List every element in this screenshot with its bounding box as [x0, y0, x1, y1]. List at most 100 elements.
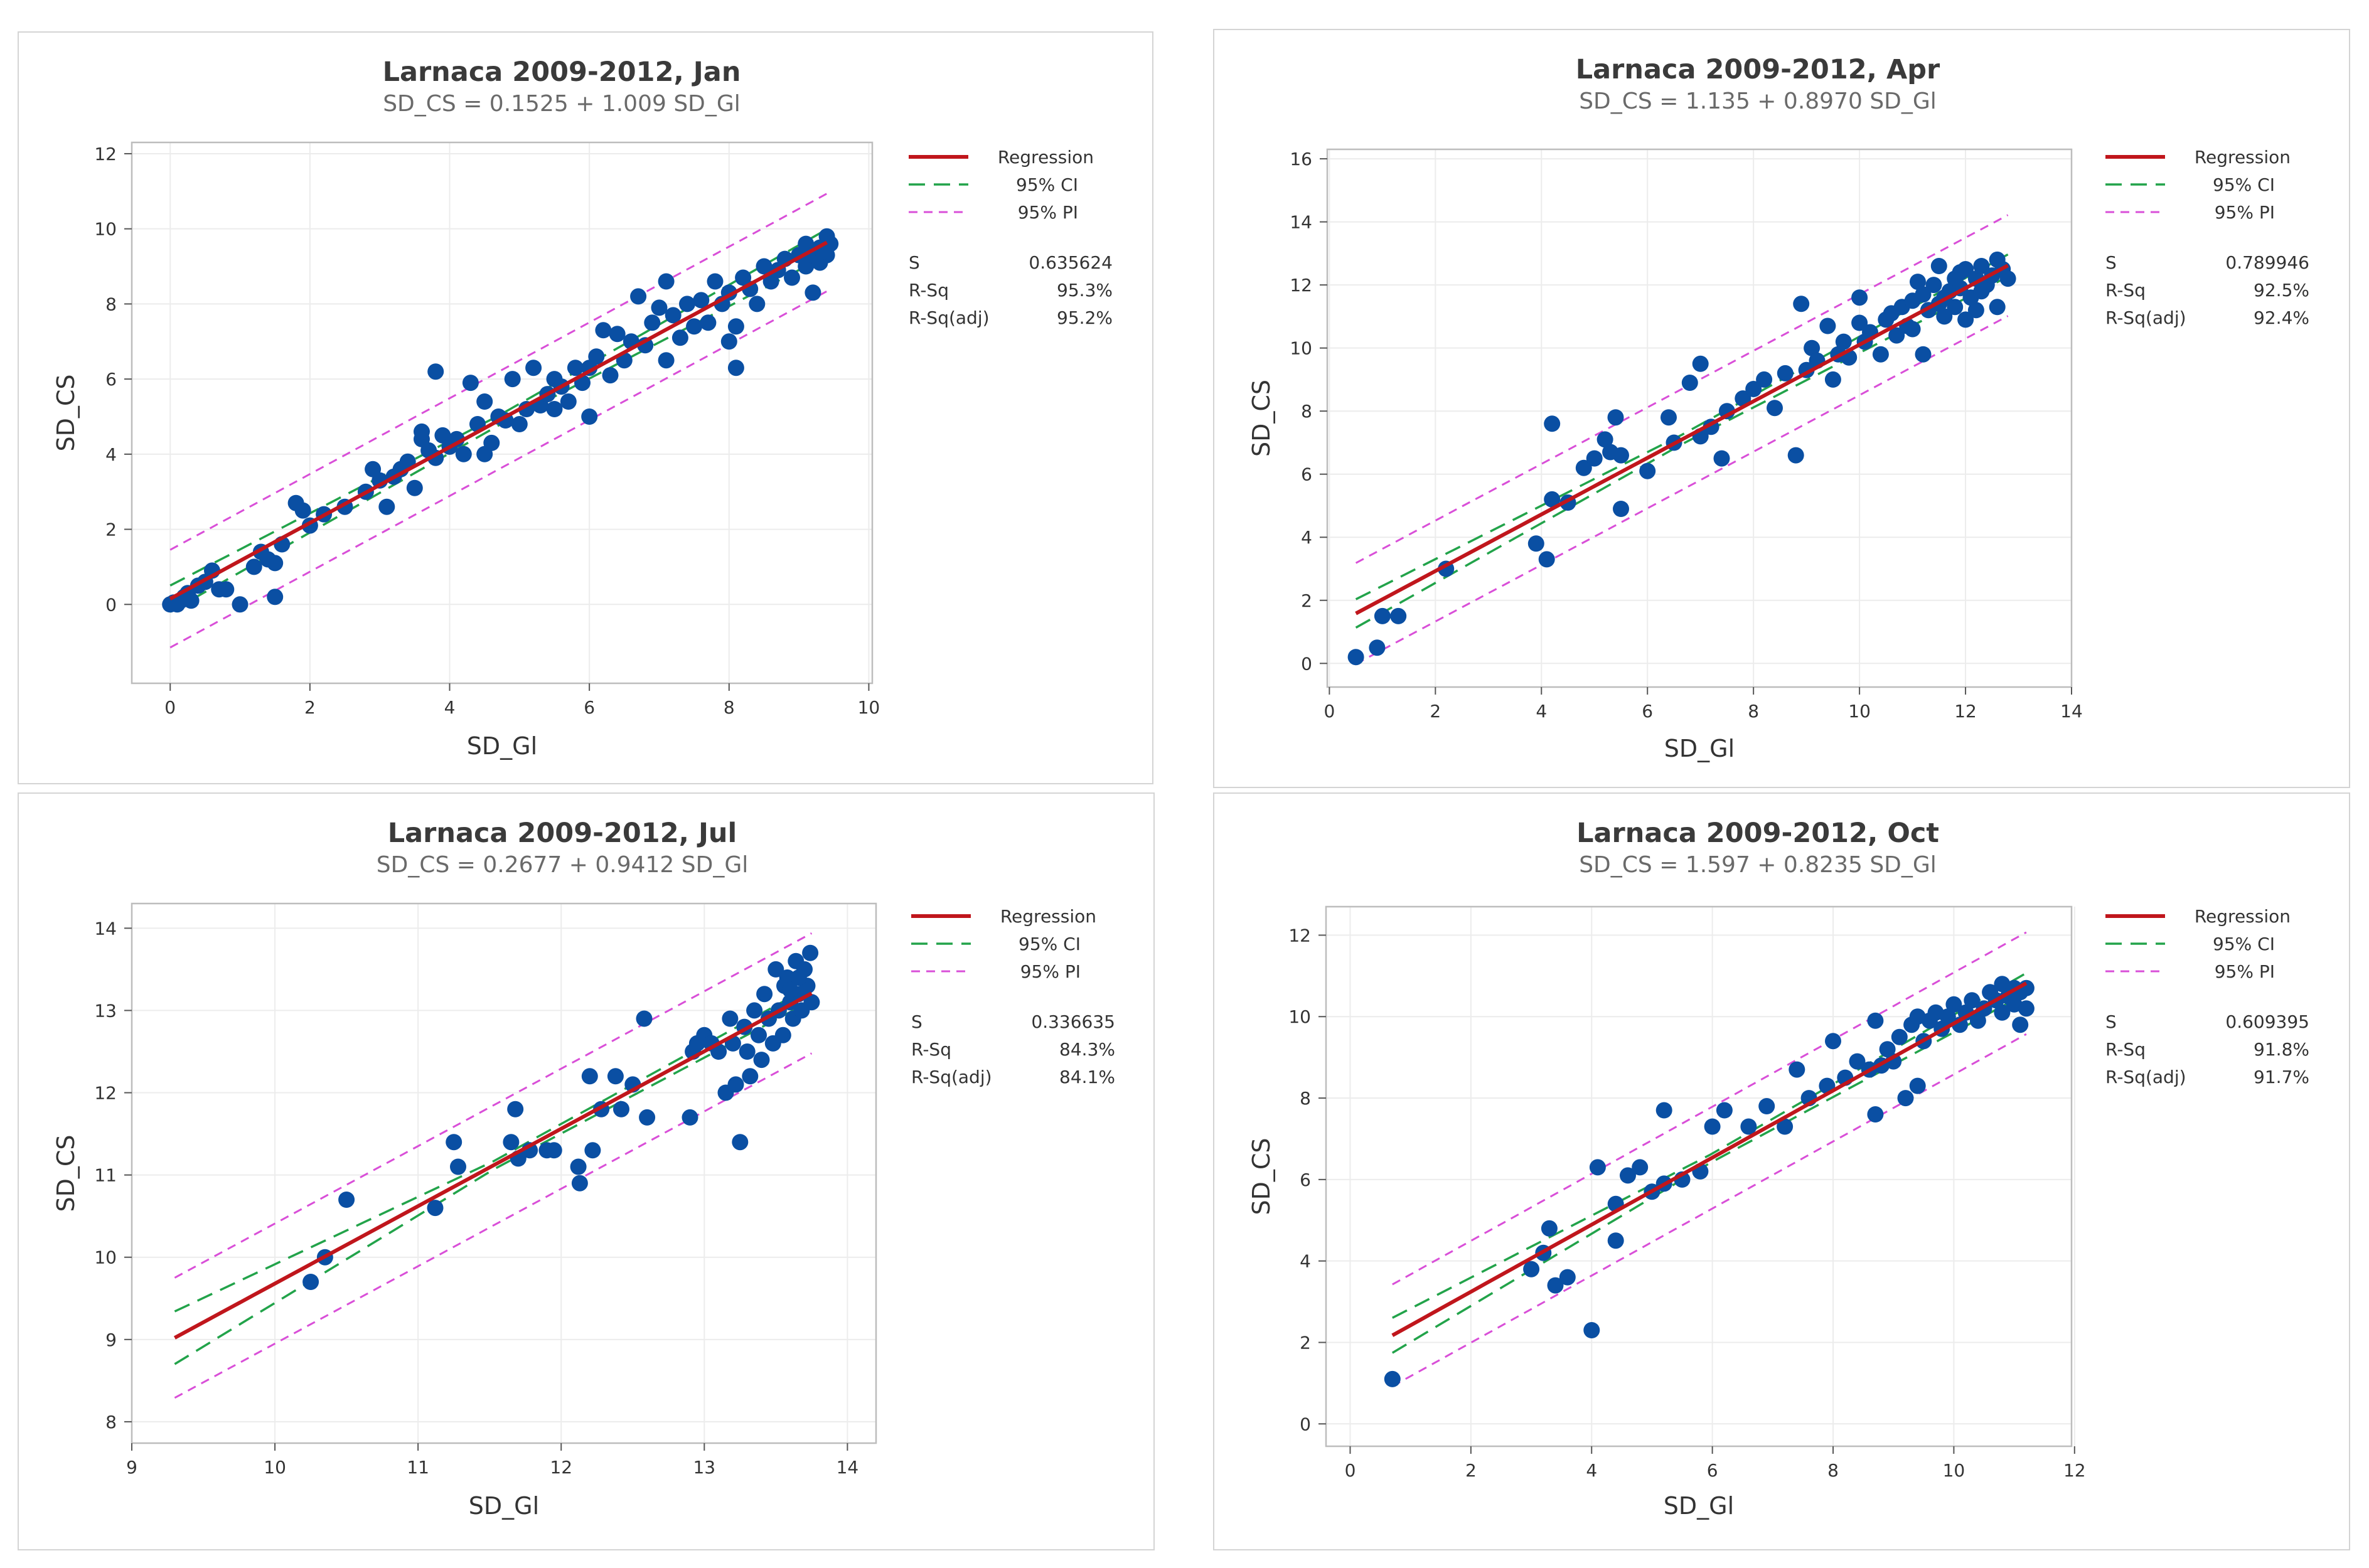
data-point [1716, 1102, 1733, 1119]
stat-value: 84.1% [1059, 1067, 1115, 1087]
data-point [545, 1142, 562, 1159]
pi-upper-line [1392, 931, 2027, 1286]
data-point [450, 1158, 466, 1175]
y-tick-label: 6 [1301, 464, 1312, 485]
x-axis-label: SD_Gl [1664, 735, 1735, 762]
legend-label-pi: 95% PI [1018, 202, 1078, 223]
y-tick-label: 9 [105, 1330, 117, 1350]
y-tick-label: 6 [105, 369, 117, 390]
data-point [525, 360, 542, 376]
y-tick-label: 12 [1290, 275, 1312, 296]
data-point [302, 1274, 319, 1290]
data-point [504, 371, 521, 388]
data-point [658, 273, 675, 290]
data-point [1793, 296, 1810, 312]
plot-frame [131, 141, 874, 685]
data-point [446, 1134, 463, 1151]
data-point [1660, 409, 1677, 426]
data-point [658, 352, 675, 369]
data-point [682, 1109, 698, 1126]
data-point [267, 589, 284, 605]
data-point [613, 1101, 629, 1117]
y-tick-label: 4 [1301, 527, 1312, 548]
data-point [1947, 299, 1964, 316]
legend-label-pi: 95% PI [2215, 202, 2275, 223]
pi-lower-line [1355, 315, 2009, 665]
data-point [609, 326, 626, 343]
ci-lower-line [174, 1000, 813, 1365]
y-axis-label: SD_CS [52, 374, 80, 451]
x-axis-label: SD_Gl [469, 1492, 539, 1520]
data-point [1787, 447, 1804, 464]
chart-panel-jul: Larnaca 2009-2012, Jul SD_CS = 0.2677 + 0… [18, 792, 1155, 1550]
chart-apr: Larnaca 2009-2012, Apr SD_CS = 1.135 + 0.… [1248, 54, 2309, 762]
data-point [1888, 327, 1905, 344]
data-point [570, 1158, 587, 1175]
data-point [1851, 314, 1868, 331]
x-tick-label: 0 [1324, 701, 1335, 722]
data-points [1384, 976, 2035, 1387]
grid [1326, 907, 2075, 1446]
data-point [756, 986, 773, 1003]
x-tick-label: 8 [1827, 1460, 1839, 1481]
x-tick-label: 2 [304, 697, 316, 718]
data-point [1849, 1053, 1866, 1070]
stat-label: S [2105, 252, 2117, 273]
regression-line [169, 240, 828, 600]
data-point [338, 1192, 355, 1208]
x-tick-label: 14 [2060, 701, 2083, 722]
x-tick-label: 6 [584, 697, 595, 718]
legend-label-ci: 95% CI [2213, 934, 2275, 954]
stat-label: R-Sq [2105, 280, 2146, 301]
data-point [1945, 996, 1962, 1013]
data-point [686, 318, 703, 335]
ci-lower-line [1391, 992, 2027, 1354]
stat-value: 91.7% [2254, 1067, 2309, 1087]
data-point [1655, 1102, 1672, 1119]
legend-label-regression: Regression [998, 147, 1094, 168]
stat-value: 95.3% [1057, 280, 1113, 301]
y-axis-label: SD_CS [1248, 1138, 1275, 1215]
data-point [1544, 415, 1561, 432]
fit-stats: S 0.336635 R-Sq 84.3% R-Sq(adj) 84.1% [911, 1011, 1115, 1087]
legend-label-pi: 95% PI [2215, 961, 2275, 982]
data-point [1547, 1277, 1564, 1294]
data-point [1973, 283, 1990, 300]
y-tick-label: 0 [1300, 1414, 1311, 1434]
y-tick-label: 10 [1290, 338, 1312, 359]
data-point [803, 994, 820, 1011]
data-point [1390, 607, 1407, 624]
x-axis-label: SD_Gl [1664, 1492, 1734, 1520]
data-point [1589, 1159, 1606, 1176]
data-point [1930, 258, 1947, 274]
stat-label: R-Sq [2105, 1039, 2146, 1060]
chart-jul: Larnaca 2009-2012, Jul SD_CS = 0.2677 + 0… [52, 818, 1115, 1520]
data-point [267, 555, 284, 572]
x-tick-label: 6 [1642, 701, 1653, 722]
legend-label-pi: 95% PI [1020, 961, 1081, 982]
data-point [805, 284, 821, 301]
data-point [560, 393, 577, 410]
data-point [1613, 447, 1629, 464]
data-point [1681, 375, 1698, 391]
data-point [406, 479, 423, 496]
data-point [1704, 1118, 1721, 1135]
data-point [782, 981, 799, 998]
y-tick-label: 6 [1300, 1170, 1311, 1190]
x-tick-label: 0 [1345, 1460, 1356, 1481]
data-point [1904, 321, 1921, 338]
x-tick-label: 12 [2063, 1460, 2086, 1481]
y-tick-label: 12 [1288, 925, 1311, 946]
x-tick-label: 10 [858, 697, 880, 718]
legend-label-regression: Regression [2195, 906, 2291, 927]
data-point [644, 314, 661, 331]
data-point [427, 363, 444, 380]
data-point [774, 1027, 791, 1043]
data-point [779, 969, 796, 986]
data-point [1872, 346, 1889, 363]
data-point [567, 360, 584, 376]
data-point [732, 1134, 749, 1151]
y-axis-label: SD_CS [52, 1134, 80, 1212]
data-point [1575, 459, 1592, 476]
regression-line [1355, 264, 2009, 616]
